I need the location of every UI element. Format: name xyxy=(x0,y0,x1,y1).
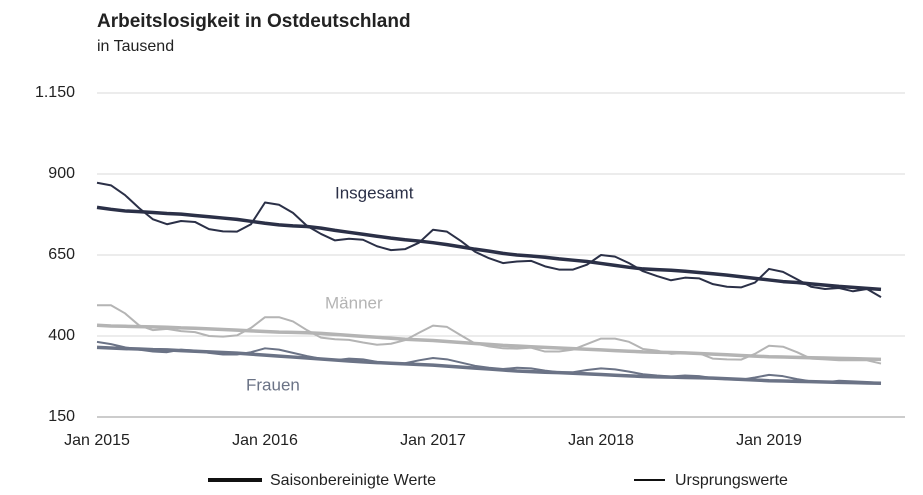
y-tick-label: 150 xyxy=(48,408,75,425)
legend-label: Saisonbereinigte Werte xyxy=(270,472,436,489)
x-tick-label: Jan 2015 xyxy=(64,432,130,449)
x-tick-label: Jan 2016 xyxy=(232,432,298,449)
x-tick-label: Jan 2019 xyxy=(736,432,802,449)
seasonal-line xyxy=(96,205,882,292)
seasonal-line xyxy=(96,345,882,386)
chart-subtitle: in Tausend xyxy=(97,38,174,55)
original-line xyxy=(96,181,882,298)
y-tick-label: 400 xyxy=(48,327,75,344)
x-tick-label: Jan 2017 xyxy=(400,432,466,449)
series-annotation: Insgesamt xyxy=(335,183,414,202)
x-tick-label: Jan 2018 xyxy=(568,432,634,449)
y-tick-label: 900 xyxy=(48,165,75,182)
y-tick-label: 650 xyxy=(48,246,75,263)
chart-title: Arbeitslosigkeit in Ostdeutschland xyxy=(97,11,411,32)
series-annotation: Frauen xyxy=(246,375,300,394)
legend-label: Ursprungswerte xyxy=(675,472,788,489)
series-annotation: Männer xyxy=(325,293,383,312)
y-tick-label: 1.150 xyxy=(35,84,75,101)
seasonal-line xyxy=(96,323,882,362)
